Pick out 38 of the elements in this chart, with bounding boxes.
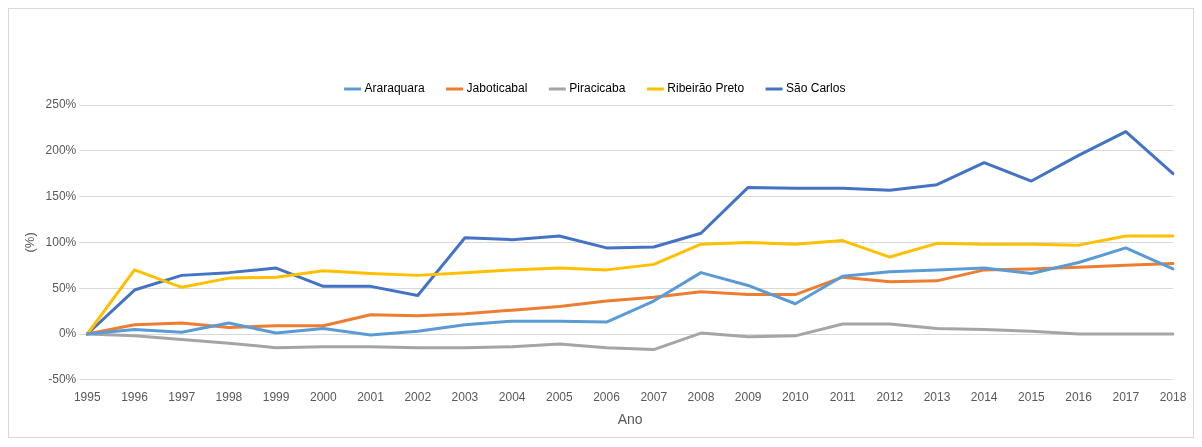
x-tick-label: 1996: [121, 390, 149, 405]
x-tick-label: 2016: [1065, 390, 1093, 405]
x-tick-label: 1997: [168, 390, 196, 405]
y-tick-label: 100%: [45, 234, 77, 249]
x-tick-label: 2001: [357, 390, 385, 405]
x-tick-label: 2005: [545, 390, 574, 405]
x-tick-label: 2006: [593, 390, 621, 405]
y-tick-label: 250%: [45, 97, 77, 112]
legend-label: Ribeirão Preto: [667, 81, 745, 96]
legend-label: Araraquara: [364, 81, 425, 96]
y-tick-label: 150%: [45, 188, 77, 203]
x-tick-label: 2003: [451, 390, 479, 405]
x-tick-label: 2018: [1159, 390, 1187, 405]
y-tick-label: 50%: [52, 280, 77, 295]
x-tick-label: 2013: [923, 390, 951, 405]
y-tick-label: -50%: [48, 372, 77, 387]
x-tick-label: 1999: [262, 390, 290, 405]
x-tick-label: 2008: [687, 390, 715, 405]
x-tick-label: 2002: [404, 390, 432, 405]
x-tick-label: 2015: [1018, 390, 1046, 405]
y-axis-title: (%): [22, 232, 38, 253]
x-tick-label: 1998: [215, 390, 243, 405]
x-tick-label: 2007: [640, 390, 668, 405]
x-tick-label: 2009: [734, 390, 762, 405]
x-axis-title: Ano: [617, 411, 643, 428]
x-tick-label: 2011: [829, 390, 856, 405]
y-tick-label: 200%: [45, 143, 77, 158]
x-tick-label: 2004: [498, 390, 526, 405]
x-tick-label: 2014: [970, 390, 998, 405]
x-tick-label: 2000: [309, 390, 337, 405]
legend-label: Jaboticabal: [466, 81, 528, 96]
legend-label: Piracicaba: [569, 81, 626, 96]
x-tick-label: 2017: [1112, 390, 1140, 405]
y-tick-label: 0%: [58, 326, 77, 341]
x-tick-label: 2010: [782, 390, 810, 405]
legend-label: São Carlos: [786, 81, 846, 96]
x-tick-label: 1995: [73, 390, 101, 405]
x-tick-label: 2012: [876, 390, 904, 405]
